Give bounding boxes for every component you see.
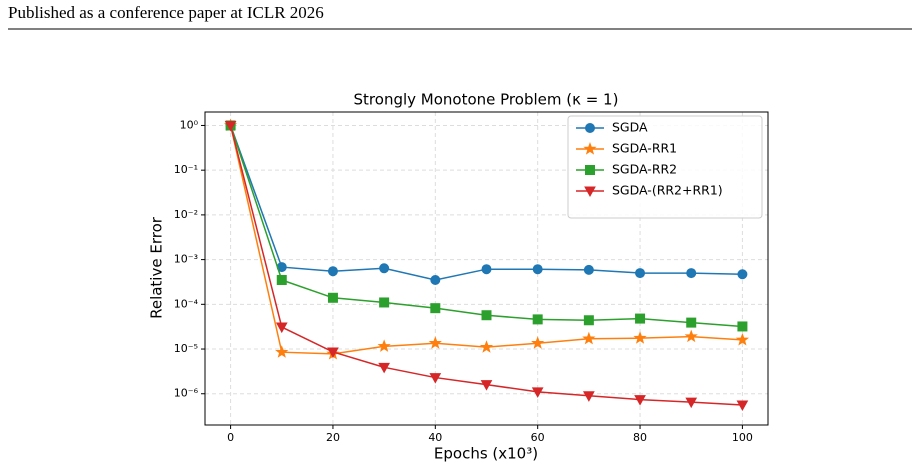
x-tick-label: 40 bbox=[428, 431, 442, 444]
marker bbox=[275, 345, 289, 358]
marker bbox=[531, 336, 545, 349]
legend-label: SGDA-(RR2+RR1) bbox=[612, 183, 723, 198]
marker bbox=[583, 142, 597, 155]
marker bbox=[481, 264, 492, 275]
marker bbox=[634, 395, 646, 406]
marker bbox=[378, 362, 390, 374]
marker bbox=[737, 321, 748, 332]
marker bbox=[327, 292, 338, 303]
x-axis-label: Epochs (x10³) bbox=[434, 445, 538, 463]
marker bbox=[582, 331, 596, 345]
marker bbox=[379, 263, 390, 274]
x-tick-label: 0 bbox=[227, 431, 234, 444]
marker bbox=[737, 269, 748, 280]
marker bbox=[686, 268, 697, 279]
y-tick-label: 10⁻³ bbox=[174, 253, 198, 266]
header-text: Published as a conference paper at ICLR … bbox=[8, 3, 324, 22]
marker bbox=[224, 120, 237, 132]
marker bbox=[585, 165, 595, 175]
marker bbox=[428, 336, 442, 349]
legend-label: SGDA-RR1 bbox=[612, 141, 677, 156]
marker bbox=[327, 347, 339, 358]
marker bbox=[686, 317, 697, 328]
marker bbox=[377, 339, 391, 352]
x-tick-label: 60 bbox=[531, 431, 545, 444]
marker bbox=[583, 315, 594, 326]
y-tick-label: 10⁰ bbox=[180, 118, 199, 131]
plot-frame bbox=[204, 111, 769, 426]
y-tick-label: 10⁻² bbox=[174, 208, 198, 221]
legend-label: SGDA-RR2 bbox=[612, 162, 677, 177]
x-tick-label: 80 bbox=[633, 431, 647, 444]
marker bbox=[480, 380, 493, 391]
y-tick-label: 10⁻⁴ bbox=[174, 297, 199, 310]
marker bbox=[481, 310, 492, 321]
marker bbox=[635, 268, 646, 279]
marker bbox=[583, 391, 595, 402]
marker bbox=[584, 186, 596, 198]
y-tick-label: 10⁻⁵ bbox=[174, 342, 198, 355]
marker bbox=[379, 297, 390, 308]
marker bbox=[429, 373, 442, 384]
y-axis-label: Relative Error bbox=[148, 216, 166, 319]
marker bbox=[532, 314, 543, 325]
marker bbox=[685, 397, 698, 409]
marker bbox=[585, 123, 595, 133]
marker bbox=[479, 340, 494, 353]
marker bbox=[532, 264, 543, 275]
x-tick-label: 100 bbox=[732, 431, 753, 444]
marker bbox=[275, 322, 288, 334]
marker bbox=[684, 329, 698, 343]
marker bbox=[430, 274, 441, 285]
marker bbox=[735, 332, 750, 346]
legend-label: SGDA bbox=[612, 120, 648, 135]
legend-box bbox=[567, 115, 763, 219]
marker bbox=[736, 400, 749, 412]
y-tick-label: 10⁻⁶ bbox=[174, 387, 199, 400]
x-tick-label: 20 bbox=[326, 431, 340, 444]
marker bbox=[635, 313, 646, 324]
marker bbox=[633, 331, 647, 344]
marker bbox=[430, 303, 441, 314]
marker bbox=[327, 266, 338, 277]
marker bbox=[276, 274, 287, 285]
marker bbox=[531, 387, 544, 398]
chart-title: Strongly Monotone Problem (κ = 1) bbox=[354, 91, 619, 109]
y-tick-label: 10⁻¹ bbox=[174, 163, 198, 176]
marker bbox=[583, 264, 594, 275]
